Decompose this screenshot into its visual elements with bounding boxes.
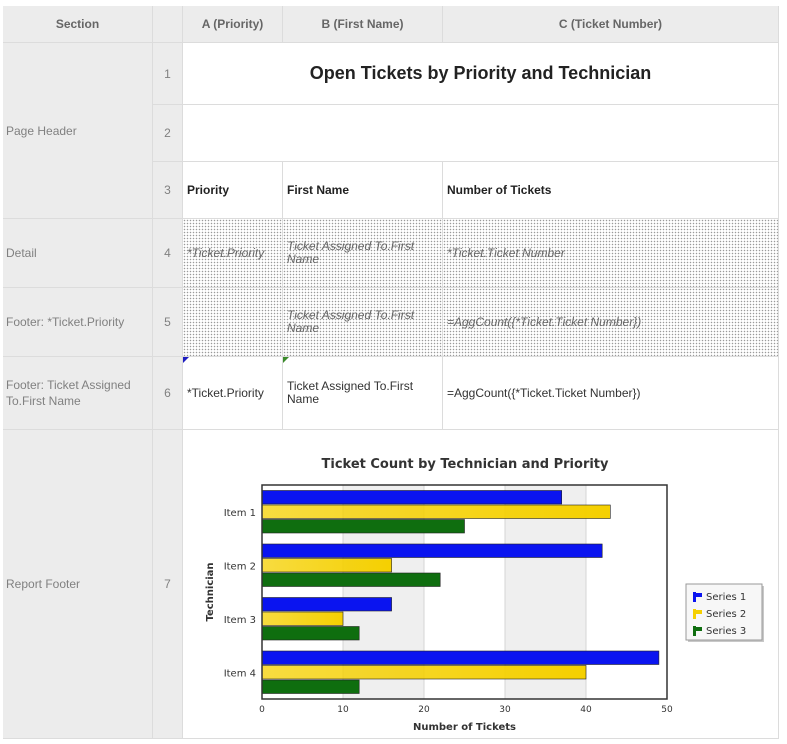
footer-tech-count-cell[interactable]: =AggCount({*Ticket.Ticket Number}): [443, 357, 779, 430]
footer-tech-first-name-cell[interactable]: Ticket Assigned To.First Name: [283, 357, 443, 430]
legend-swatch: [696, 593, 702, 597]
x-tick-label: 0: [259, 705, 265, 715]
x-tick-label: 30: [499, 705, 511, 715]
row-number[interactable]: 4: [153, 219, 183, 288]
section-report-footer[interactable]: Report Footer: [3, 430, 153, 739]
bar-chart[interactable]: Ticket Count by Technician and Priority I…: [183, 430, 779, 739]
legend-swatch: [693, 609, 696, 619]
legend-label: Series 3: [706, 626, 746, 637]
y-axis-label: Technician: [205, 562, 216, 621]
chart-title: Ticket Count by Technician and Priority: [322, 457, 610, 472]
column-header-section[interactable]: Section: [3, 6, 153, 43]
row-number[interactable]: 1: [153, 43, 183, 105]
bar: [261, 611, 344, 626]
bar: [261, 665, 587, 680]
bar: [261, 558, 392, 573]
category-label: Item 3: [224, 615, 256, 626]
column-header-rownum: [153, 6, 183, 43]
cell-text: Ticket Assigned To.First Name: [287, 379, 414, 406]
plot-frame: [261, 484, 668, 700]
x-tick-label: 20: [418, 705, 430, 715]
detail-first-name-cell[interactable]: Ticket Assigned To.First Name: [283, 219, 443, 288]
column-header-c[interactable]: C (Ticket Number): [443, 6, 779, 43]
group-marker-icon: [283, 357, 289, 363]
group-marker-icon: [183, 357, 189, 363]
column-header-b[interactable]: B (First Name): [283, 6, 443, 43]
detail-ticket-number-cell[interactable]: *Ticket.Ticket Number: [443, 219, 779, 288]
category-label: Item 1: [224, 508, 256, 519]
legend-swatch: [693, 592, 696, 602]
bar: [261, 597, 392, 612]
ticket-count-header-cell[interactable]: Number of Tickets: [443, 162, 779, 219]
legend-swatch: [696, 627, 702, 631]
section-page-header[interactable]: Page Header: [3, 43, 153, 219]
bar: [261, 490, 563, 505]
footer-tech-priority-cell[interactable]: *Ticket.Priority: [183, 357, 283, 430]
category-label: Item 2: [224, 561, 256, 572]
row-number[interactable]: 5: [153, 288, 183, 357]
bar: [261, 679, 360, 694]
cell-text: *Ticket.Priority: [187, 385, 264, 400]
legend-swatch: [696, 610, 702, 614]
column-header-a[interactable]: A (Priority): [183, 6, 283, 43]
report-title-cell[interactable]: Open Tickets by Priority and Technician: [183, 43, 779, 105]
section-footer-priority[interactable]: Footer: *Ticket.Priority: [3, 288, 153, 357]
bar: [261, 543, 603, 558]
bar: [261, 519, 465, 534]
first-name-header-cell[interactable]: First Name: [283, 162, 443, 219]
x-tick-label: 50: [661, 705, 673, 715]
chart-cell[interactable]: Ticket Count by Technician and Priority I…: [183, 430, 779, 739]
detail-priority-cell[interactable]: *Ticket.Priority: [183, 219, 283, 288]
footer-priority-a-cell[interactable]: [183, 288, 283, 357]
x-tick-label: 40: [580, 705, 592, 715]
legend-swatch: [693, 626, 696, 636]
x-tick-label: 10: [337, 705, 349, 715]
section-detail[interactable]: Detail: [3, 219, 153, 288]
category-label: Item 4: [224, 668, 256, 679]
row-number[interactable]: 6: [153, 357, 183, 430]
empty-cell[interactable]: [183, 105, 779, 162]
report-layout-grid: Section A (Priority) B (First Name) C (T…: [3, 6, 779, 739]
footer-priority-first-name-cell[interactable]: Ticket Assigned To.First Name: [283, 288, 443, 357]
legend-label: Series 2: [706, 609, 746, 620]
bar: [261, 504, 611, 519]
bar: [261, 626, 360, 641]
section-footer-technician[interactable]: Footer: Ticket Assigned To.First Name: [3, 357, 153, 430]
priority-header-cell[interactable]: Priority: [183, 162, 283, 219]
legend-label: Series 1: [706, 592, 746, 603]
row-number[interactable]: 7: [153, 430, 183, 739]
x-axis-label: Number of Tickets: [413, 722, 516, 733]
bar: [261, 572, 441, 587]
footer-priority-count-cell[interactable]: =AggCount({*Ticket.Ticket Number}): [443, 288, 779, 357]
row-number[interactable]: 3: [153, 162, 183, 219]
row-number[interactable]: 2: [153, 105, 183, 162]
bar: [261, 650, 660, 665]
